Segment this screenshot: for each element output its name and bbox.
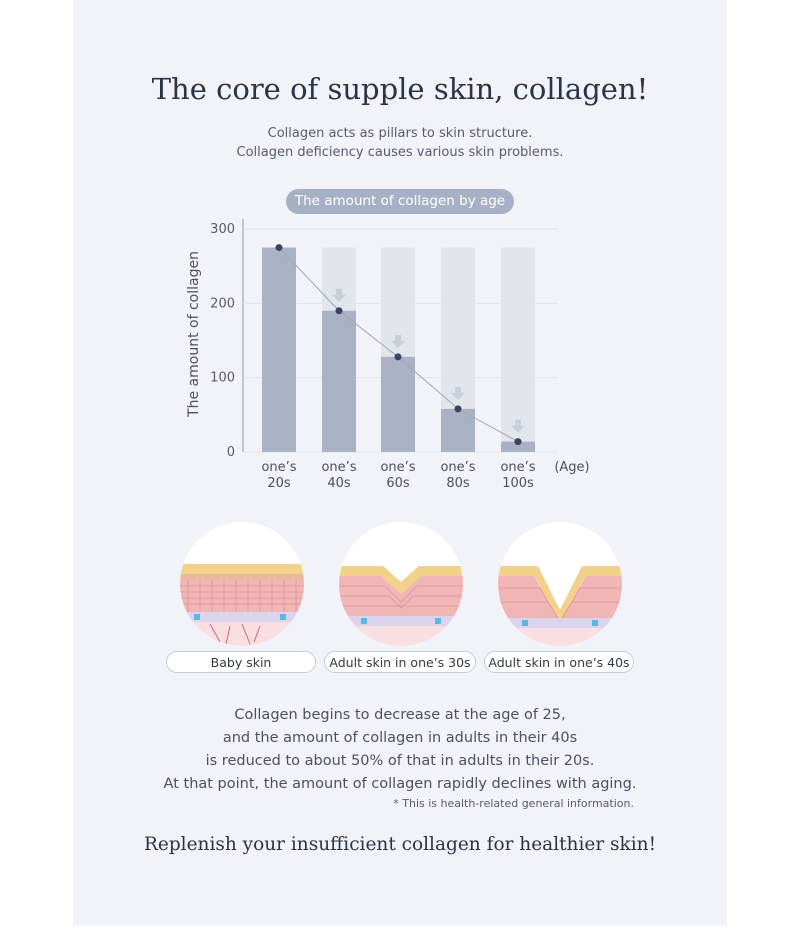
chart-title-badge: The amount of collagen by age (286, 189, 514, 214)
x-tick-label: one’s (500, 460, 535, 475)
down-arrow-icon (391, 334, 405, 348)
skin-label-30s: Adult skin in one’s 30s (324, 651, 476, 673)
skin-label-baby: Baby skin (166, 651, 316, 673)
x-tick-label: one’s (380, 460, 415, 475)
data-point (394, 353, 402, 361)
down-arrow-icon (451, 386, 465, 400)
x-tick-label: 40s (327, 476, 351, 491)
page-title: The core of supple skin, collagen! (151, 72, 649, 106)
bar (262, 247, 296, 452)
y-axis-label: The amount of collagen (186, 251, 202, 418)
x-tick-label: 60s (386, 476, 410, 491)
x-tick-label: 80s (446, 476, 470, 491)
y-tick-label: 100 (210, 371, 235, 386)
reference-bar (501, 247, 535, 452)
bar (501, 441, 535, 452)
x-tick-label: 100s (502, 476, 534, 491)
x-tick-label: one’s (440, 460, 475, 475)
bar (381, 356, 415, 452)
body-line-2: and the amount of collagen in adults in … (222, 730, 578, 746)
x-tick-label: 20s (267, 476, 291, 491)
baby-skin-illustration (180, 522, 304, 646)
x-tick-label: one’s (261, 460, 296, 475)
bar (441, 408, 475, 452)
data-point (514, 438, 522, 446)
adult-40s-skin-cross-section-icon (498, 566, 622, 646)
y-tick-label: 300 (210, 222, 235, 237)
body-line-1: Collagen begins to decrease at the age o… (234, 707, 566, 723)
body-line-4: At that point, the amount of collagen ra… (163, 776, 637, 792)
subtitle-line-1: Collagen acts as pillars to skin structu… (267, 126, 533, 141)
adult-30s-skin-cross-section-icon (339, 566, 463, 646)
data-point (335, 307, 343, 315)
body-line-3: is reduced to about 50% of that in adult… (205, 753, 595, 769)
adult-40s-skin-illustration (498, 522, 622, 646)
x-axis-label: (Age) (554, 460, 589, 475)
content-panel (73, 0, 727, 926)
bar (322, 310, 356, 452)
x-tick-label: one’s (321, 460, 356, 475)
data-point (454, 405, 462, 413)
y-tick-label: 0 (227, 445, 235, 460)
y-tick-label: 200 (210, 296, 235, 311)
closing-statement: Replenish your insufficient collagen for… (143, 834, 657, 855)
down-arrow-icon (332, 288, 346, 302)
disclaimer-note: * This is health-related general informa… (393, 797, 634, 810)
down-arrow-icon (511, 419, 525, 433)
adult-30s-skin-illustration (339, 522, 463, 646)
data-point (275, 244, 283, 252)
subtitle-line-2: Collagen deficiency causes various skin … (236, 145, 564, 160)
skin-label-40s: Adult skin in one’s 40s (484, 651, 634, 673)
baby-skin-cross-section-icon (180, 564, 304, 646)
